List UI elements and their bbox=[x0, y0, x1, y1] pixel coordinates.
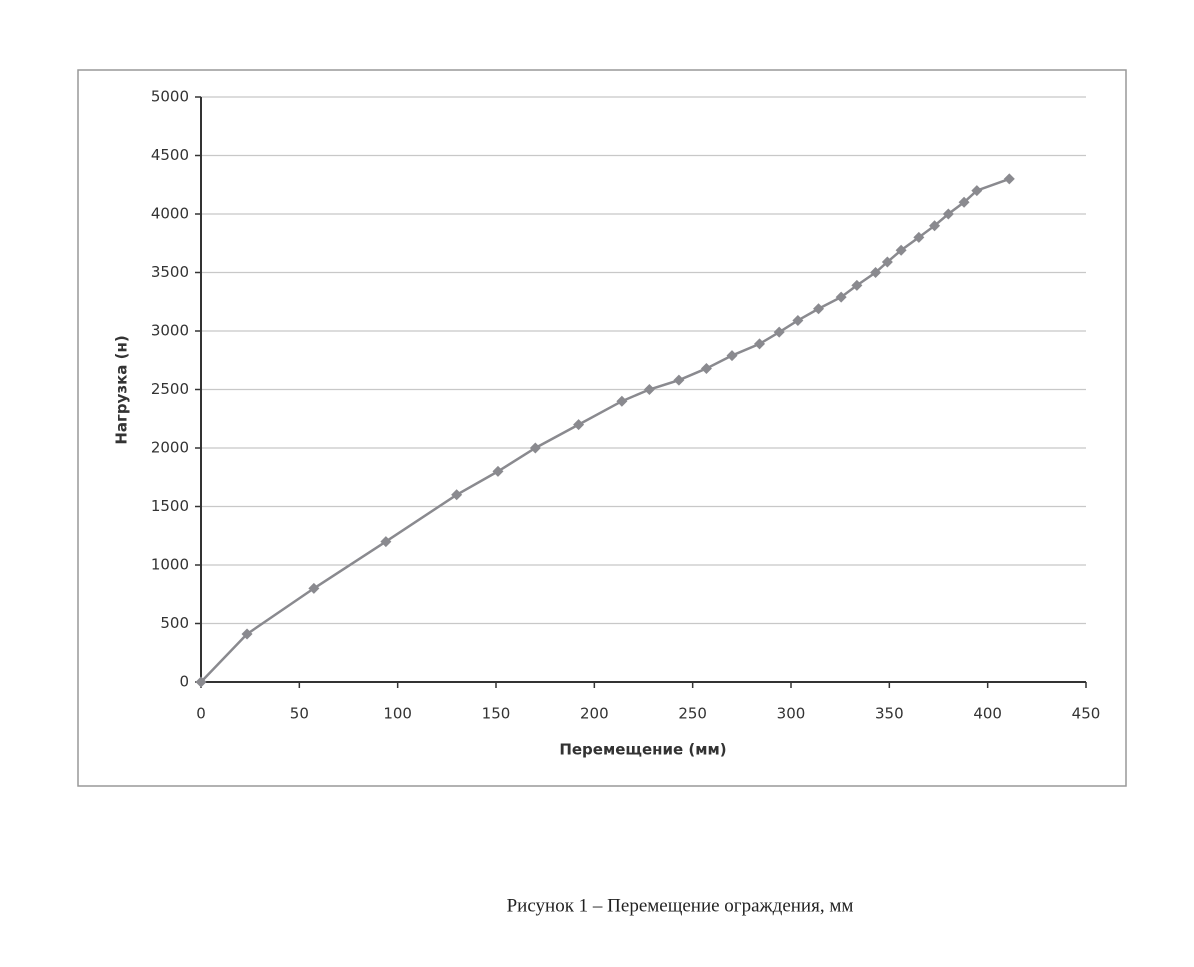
y-tick-label: 1500 bbox=[151, 497, 189, 515]
x-tick-label: 0 bbox=[196, 705, 206, 723]
data-point bbox=[971, 185, 983, 197]
data-point bbox=[700, 362, 712, 374]
y-tick-label: 2000 bbox=[151, 439, 189, 457]
x-tick-label: 50 bbox=[290, 705, 309, 723]
y-tick-label: 1000 bbox=[151, 556, 189, 574]
data-point bbox=[895, 244, 907, 256]
data-point bbox=[195, 676, 207, 688]
data-point bbox=[308, 582, 320, 594]
y-axis-label: Нагрузка (н) bbox=[113, 335, 131, 444]
data-point bbox=[754, 338, 766, 350]
y-tick-label: 0 bbox=[179, 673, 189, 691]
data-point bbox=[773, 326, 785, 338]
data-point bbox=[492, 465, 504, 477]
data-point bbox=[380, 536, 392, 548]
caption: Рисунок 1 – Перемещение ограждения, мм bbox=[507, 895, 854, 916]
data-point bbox=[451, 489, 463, 501]
data-point bbox=[1003, 173, 1015, 185]
data-point bbox=[241, 628, 253, 640]
data-point bbox=[835, 291, 847, 303]
data-point bbox=[643, 384, 655, 395]
data-point bbox=[913, 231, 925, 243]
x-tick-label: 300 bbox=[777, 705, 806, 723]
data-point bbox=[726, 350, 738, 362]
data-point bbox=[870, 267, 882, 278]
x-tick-label: 400 bbox=[973, 705, 1002, 723]
data-point bbox=[942, 208, 954, 220]
data-point bbox=[851, 279, 863, 291]
data-point bbox=[616, 395, 628, 407]
y-tick-label: 3500 bbox=[151, 263, 189, 281]
data-point bbox=[929, 220, 941, 232]
y-tick-label: 3000 bbox=[151, 322, 189, 340]
data-point bbox=[813, 303, 825, 315]
data-point bbox=[673, 374, 685, 386]
x-tick-label: 250 bbox=[678, 705, 707, 723]
data-point bbox=[881, 256, 893, 268]
data-line bbox=[200, 177, 1010, 683]
x-tick-label: 450 bbox=[1072, 705, 1101, 723]
y-tick-label: 2500 bbox=[151, 380, 189, 398]
y-tick-label: 4500 bbox=[151, 146, 189, 164]
y-tick-label: 5000 bbox=[151, 88, 189, 106]
x-tick-label: 350 bbox=[875, 705, 904, 723]
data-point bbox=[529, 442, 541, 454]
chart-frame bbox=[77, 69, 1127, 787]
data-point bbox=[958, 196, 970, 208]
x-tick-label: 100 bbox=[383, 705, 412, 723]
data-point bbox=[573, 419, 585, 431]
data-point bbox=[792, 314, 804, 326]
x-axis-label: Перемещение (мм) bbox=[559, 741, 726, 759]
y-tick-label: 500 bbox=[160, 614, 189, 632]
x-tick-label: 150 bbox=[482, 705, 511, 723]
x-tick-label: 200 bbox=[580, 705, 609, 723]
y-tick-label: 4000 bbox=[151, 205, 189, 223]
